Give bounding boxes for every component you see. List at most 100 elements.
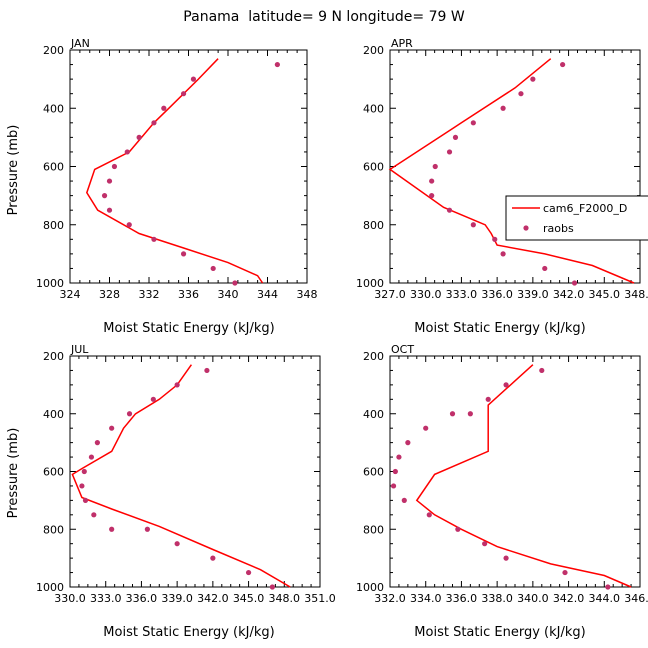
raob-point bbox=[109, 425, 115, 431]
raob-point bbox=[161, 105, 167, 111]
x-tick-label: 334.0 bbox=[410, 592, 442, 605]
y-tick-label: 200 bbox=[363, 44, 384, 57]
raob-point bbox=[401, 497, 407, 503]
raob-point bbox=[111, 163, 118, 170]
x-tick-label: 348 bbox=[297, 288, 318, 301]
plot-frame bbox=[69, 355, 321, 588]
x-tick-label: 339.0 bbox=[161, 592, 193, 605]
x-tick-label: 332.0 bbox=[374, 592, 406, 605]
raob-point bbox=[500, 105, 506, 111]
chart-panels: JAN 324 328 332 336 340 344 348 200 400 600 800 1000… bbox=[36, 37, 648, 605]
x-tick-label: 327.0 bbox=[374, 288, 406, 301]
raob-point bbox=[423, 425, 429, 431]
x-tick-label: 330.0 bbox=[410, 288, 442, 301]
raob-point bbox=[106, 207, 113, 213]
raob-point bbox=[144, 526, 150, 532]
raob-point bbox=[106, 178, 113, 184]
raob-point bbox=[503, 555, 509, 561]
y-tick-label: 600 bbox=[43, 161, 64, 174]
x-tick-label: 333.0 bbox=[446, 288, 478, 301]
x-tick-label: 324 bbox=[60, 288, 81, 301]
x-tick-label: 336.0 bbox=[126, 592, 158, 605]
raob-point bbox=[232, 280, 238, 286]
raob-point bbox=[151, 236, 157, 242]
raob-point bbox=[180, 251, 187, 257]
legend-marker-swatch bbox=[523, 225, 529, 231]
raob-point bbox=[539, 367, 545, 374]
raob-point bbox=[571, 280, 578, 286]
y-tick-label: 200 bbox=[43, 350, 64, 363]
x-axis-label-top-left: Moist Static Energy (kJ/kg) bbox=[103, 321, 274, 336]
raob-point bbox=[560, 61, 566, 68]
raob-point bbox=[426, 512, 432, 518]
x-axis-label-top-right: Moist Static Energy (kJ/kg) bbox=[414, 321, 585, 336]
x-tick-label: 332 bbox=[139, 288, 160, 301]
y-tick-label: 400 bbox=[43, 408, 64, 421]
x-axis-label-bottom-right: Moist Static Energy (kJ/kg) bbox=[414, 625, 585, 640]
x-tick-label: 340 bbox=[218, 288, 239, 301]
x-tick-label: 345.0 bbox=[233, 592, 265, 605]
y-axis-label-bottom: Pressure (mb) bbox=[6, 428, 21, 519]
x-tick-label: 336 bbox=[178, 288, 199, 301]
raob-point bbox=[470, 222, 476, 228]
y-tick-label: 1000 bbox=[356, 277, 384, 290]
series-line-cam6 bbox=[71, 364, 291, 588]
x-tick-label: 336.0 bbox=[446, 592, 478, 605]
raob-point bbox=[245, 569, 252, 576]
x-tick-label: 351.0 bbox=[304, 592, 336, 605]
raob-point bbox=[174, 541, 180, 547]
raob-point bbox=[467, 411, 473, 417]
raob-point bbox=[79, 483, 85, 489]
raob-point bbox=[605, 584, 611, 590]
raob-point bbox=[126, 411, 133, 417]
panel-month-label: JAN bbox=[70, 37, 90, 50]
raob-point bbox=[91, 512, 97, 518]
raob-point bbox=[88, 454, 95, 460]
raob-point bbox=[126, 222, 132, 228]
raob-point bbox=[432, 163, 438, 170]
raob-point bbox=[210, 555, 216, 561]
raob-point bbox=[124, 149, 130, 155]
x-tick-label: 348.0 bbox=[624, 288, 648, 301]
raob-point bbox=[446, 207, 453, 213]
raob-point bbox=[392, 468, 398, 475]
y-tick-label: 800 bbox=[363, 523, 384, 536]
y-tick-label: 400 bbox=[363, 102, 384, 115]
panel-oct: OCT 332.0 334.0 336.0 338.0 340.0 342.0 344.0 34… bbox=[356, 343, 648, 605]
y-tick-label: 800 bbox=[43, 523, 64, 536]
x-tick-label: 342.0 bbox=[197, 592, 229, 605]
raob-point bbox=[492, 236, 498, 242]
panel-month-label: JUL bbox=[70, 343, 89, 356]
raob-point bbox=[269, 584, 275, 590]
raob-point bbox=[452, 134, 459, 140]
series-line-cam6 bbox=[415, 364, 632, 588]
series-line-cam6 bbox=[85, 58, 264, 284]
x-tick-label: 342.0 bbox=[553, 592, 585, 605]
raob-point bbox=[530, 76, 536, 82]
figure-title: Panama latitude= 9 N longitude= 79 W bbox=[183, 9, 465, 25]
legend-label-model: cam6_F2000_D bbox=[543, 202, 627, 215]
x-axis-label-bottom-left: Moist Static Energy (kJ/kg) bbox=[103, 625, 274, 640]
x-tick-label: 345.0 bbox=[589, 288, 621, 301]
raob-point bbox=[180, 91, 187, 97]
y-tick-label: 400 bbox=[43, 102, 64, 115]
y-axis-label-top: Pressure (mb) bbox=[6, 125, 21, 216]
y-tick-label: 200 bbox=[43, 44, 64, 57]
y-tick-label: 200 bbox=[363, 350, 384, 363]
x-tick-label: 336.0 bbox=[481, 288, 513, 301]
x-tick-label: 342.0 bbox=[553, 288, 585, 301]
raob-point bbox=[470, 120, 476, 126]
raob-point bbox=[190, 76, 197, 82]
raob-point bbox=[210, 265, 216, 272]
y-tick-label: 800 bbox=[43, 219, 64, 232]
plot-frame bbox=[69, 49, 308, 284]
y-tick-label: 1000 bbox=[36, 277, 64, 290]
x-tick-label: 344 bbox=[257, 288, 278, 301]
y-tick-label: 1000 bbox=[36, 581, 64, 594]
raob-point bbox=[562, 569, 568, 576]
raob-point bbox=[274, 61, 280, 68]
y-tick-label: 600 bbox=[363, 466, 384, 479]
raob-point bbox=[429, 193, 435, 199]
y-tick-label: 400 bbox=[363, 408, 384, 421]
legend-label-raobs: raobs bbox=[543, 222, 574, 235]
